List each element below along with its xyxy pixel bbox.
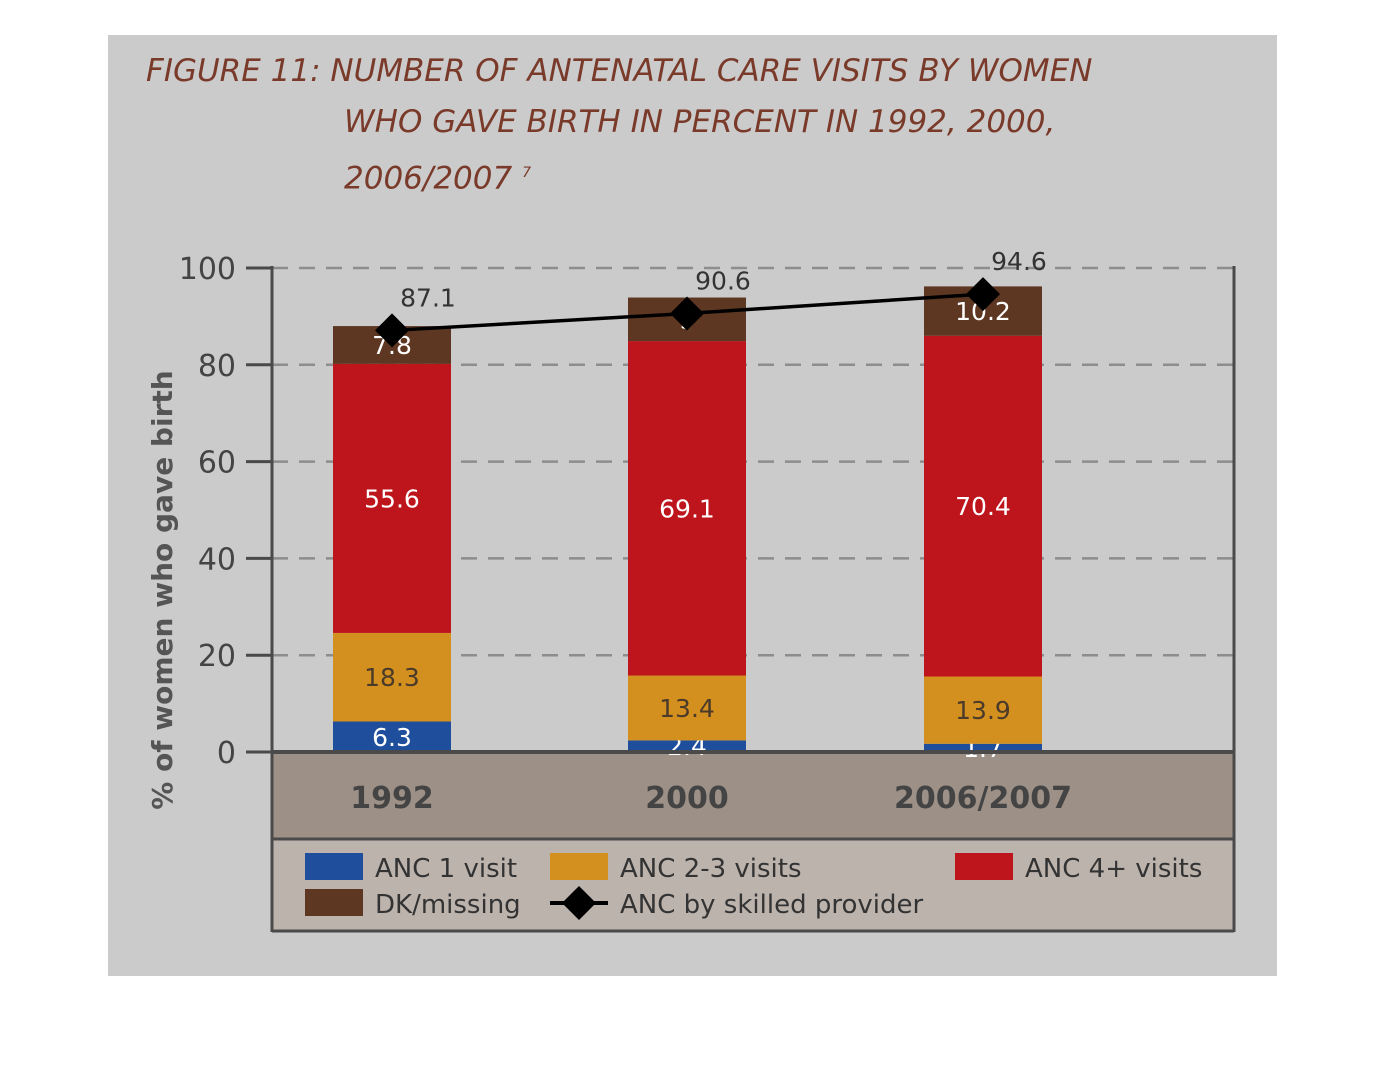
title-line-2: WHO GAVE BIRTH IN PERCENT IN 1992, 2000, xyxy=(344,104,1056,140)
bar-2006/2007-ANC 2-3 visits xyxy=(924,676,1042,744)
skilled-provider-marker-1992 xyxy=(375,313,409,348)
skilled-provider-marker-2000 xyxy=(670,296,704,331)
figure-title: FIGURE 11: NUMBER OF ANTENATAL CARE VISI… xyxy=(146,46,1266,204)
y-tick-label-80: 80 xyxy=(198,349,236,384)
legend-swatch-ANC 4+ visits xyxy=(955,853,1013,880)
legend-box-bg xyxy=(272,839,1234,931)
data-label-2006/2007-ANC 4+ visits: 70.4 xyxy=(955,492,1011,521)
legend-label-ANC 4+ visits: ANC 4+ visits xyxy=(1025,854,1202,884)
y-tick-label-100: 100 xyxy=(179,252,236,287)
data-label-2000-ANC 2-3 visits: 13.4 xyxy=(659,694,715,723)
legend: ANC 1 visit ANC 2-3 visits ANC 4+ visits DK… xyxy=(305,853,1202,920)
y-tick-label-40: 40 xyxy=(198,542,236,577)
bar-2006/2007-ANC 4+ visits xyxy=(924,335,1042,677)
title-line-3: 2006/2007 xyxy=(344,160,513,197)
legend-diamond-icon xyxy=(562,886,596,920)
x-tick-label-1992: 1992 xyxy=(350,781,434,816)
skilled-provider-line: 87.1 90.6 94.6 xyxy=(375,247,1047,348)
data-label-1992-ANC 1 visit: 6.3 xyxy=(372,723,412,752)
bar-2000-ANC 1 visit xyxy=(628,740,746,752)
legend-swatch-ANC 2-3 visits xyxy=(550,853,608,880)
y-tick-label-20: 20 xyxy=(198,639,236,674)
skilled-provider-marker-2006/2007 xyxy=(966,277,1000,312)
data-label-2000-ANC 4+ visits: 69.1 xyxy=(659,494,715,523)
skilled-provider-label-2000: 90.6 xyxy=(695,266,751,295)
skilled-provider-label-1992: 87.1 xyxy=(400,283,456,312)
skilled-provider-label-2006/2007: 94.6 xyxy=(991,247,1047,276)
bars: 6.318.355.67.819922.413.469.1920001.713.… xyxy=(333,286,1072,816)
bar-2000-ANC 4+ visits xyxy=(628,341,746,676)
x-axis-band-bg xyxy=(272,752,1234,839)
bar-1992-ANC 1 visit xyxy=(333,721,451,752)
bar-2000-ANC 2-3 visits xyxy=(628,675,746,741)
data-label-1992-ANC 4+ visits: 55.6 xyxy=(364,484,420,513)
legend-swatch-ANC 1 visit xyxy=(305,853,363,880)
data-label-2006/2007-ANC 2-3 visits: 13.9 xyxy=(955,696,1011,725)
legend-label-ANC 2-3 visits: ANC 2-3 visits xyxy=(620,854,802,884)
title-footnote: 7 xyxy=(522,165,532,181)
legend-label-DK/missing: DK/missing xyxy=(375,890,521,920)
legend-swatch-DK/missing xyxy=(305,889,363,916)
axes: 0 20 40 60 80 100 xyxy=(179,252,1236,933)
legend-label-ANC 1 visit: ANC 1 visit xyxy=(375,854,517,884)
y-tick-label-60: 60 xyxy=(198,446,236,481)
x-axis-band xyxy=(272,752,1234,931)
bar-1992-ANC 4+ visits xyxy=(333,363,451,633)
x-tick-label-2000: 2000 xyxy=(645,781,729,816)
x-tick-label-2006/2007: 2006/2007 xyxy=(894,781,1072,816)
bar-2006/2007-ANC 1 visit xyxy=(924,743,1042,752)
data-label-1992-ANC 2-3 visits: 18.3 xyxy=(364,663,420,692)
title-line-1: FIGURE 11: NUMBER OF ANTENATAL CARE VISI… xyxy=(146,53,1093,89)
y-axis-label: % of women who gave birth xyxy=(146,370,179,809)
legend-label-ANC by skilled provider: ANC by skilled provider xyxy=(620,890,923,920)
bar-1992-ANC 2-3 visits xyxy=(333,632,451,722)
y-tick-label-0: 0 xyxy=(217,736,236,771)
